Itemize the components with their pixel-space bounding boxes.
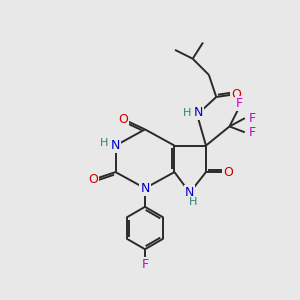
Text: F: F: [141, 258, 148, 271]
Text: N: N: [185, 186, 194, 199]
Text: O: O: [118, 112, 128, 126]
Text: H: H: [189, 197, 197, 207]
Text: O: O: [231, 88, 241, 100]
Text: N: N: [194, 106, 203, 119]
Text: N: N: [140, 182, 150, 195]
Text: O: O: [223, 166, 233, 178]
Text: O: O: [88, 173, 98, 186]
Text: F: F: [249, 112, 256, 125]
Text: N: N: [111, 139, 120, 152]
Text: F: F: [249, 126, 256, 139]
Text: H: H: [100, 138, 109, 148]
Text: H: H: [183, 108, 191, 118]
Text: F: F: [236, 97, 243, 110]
